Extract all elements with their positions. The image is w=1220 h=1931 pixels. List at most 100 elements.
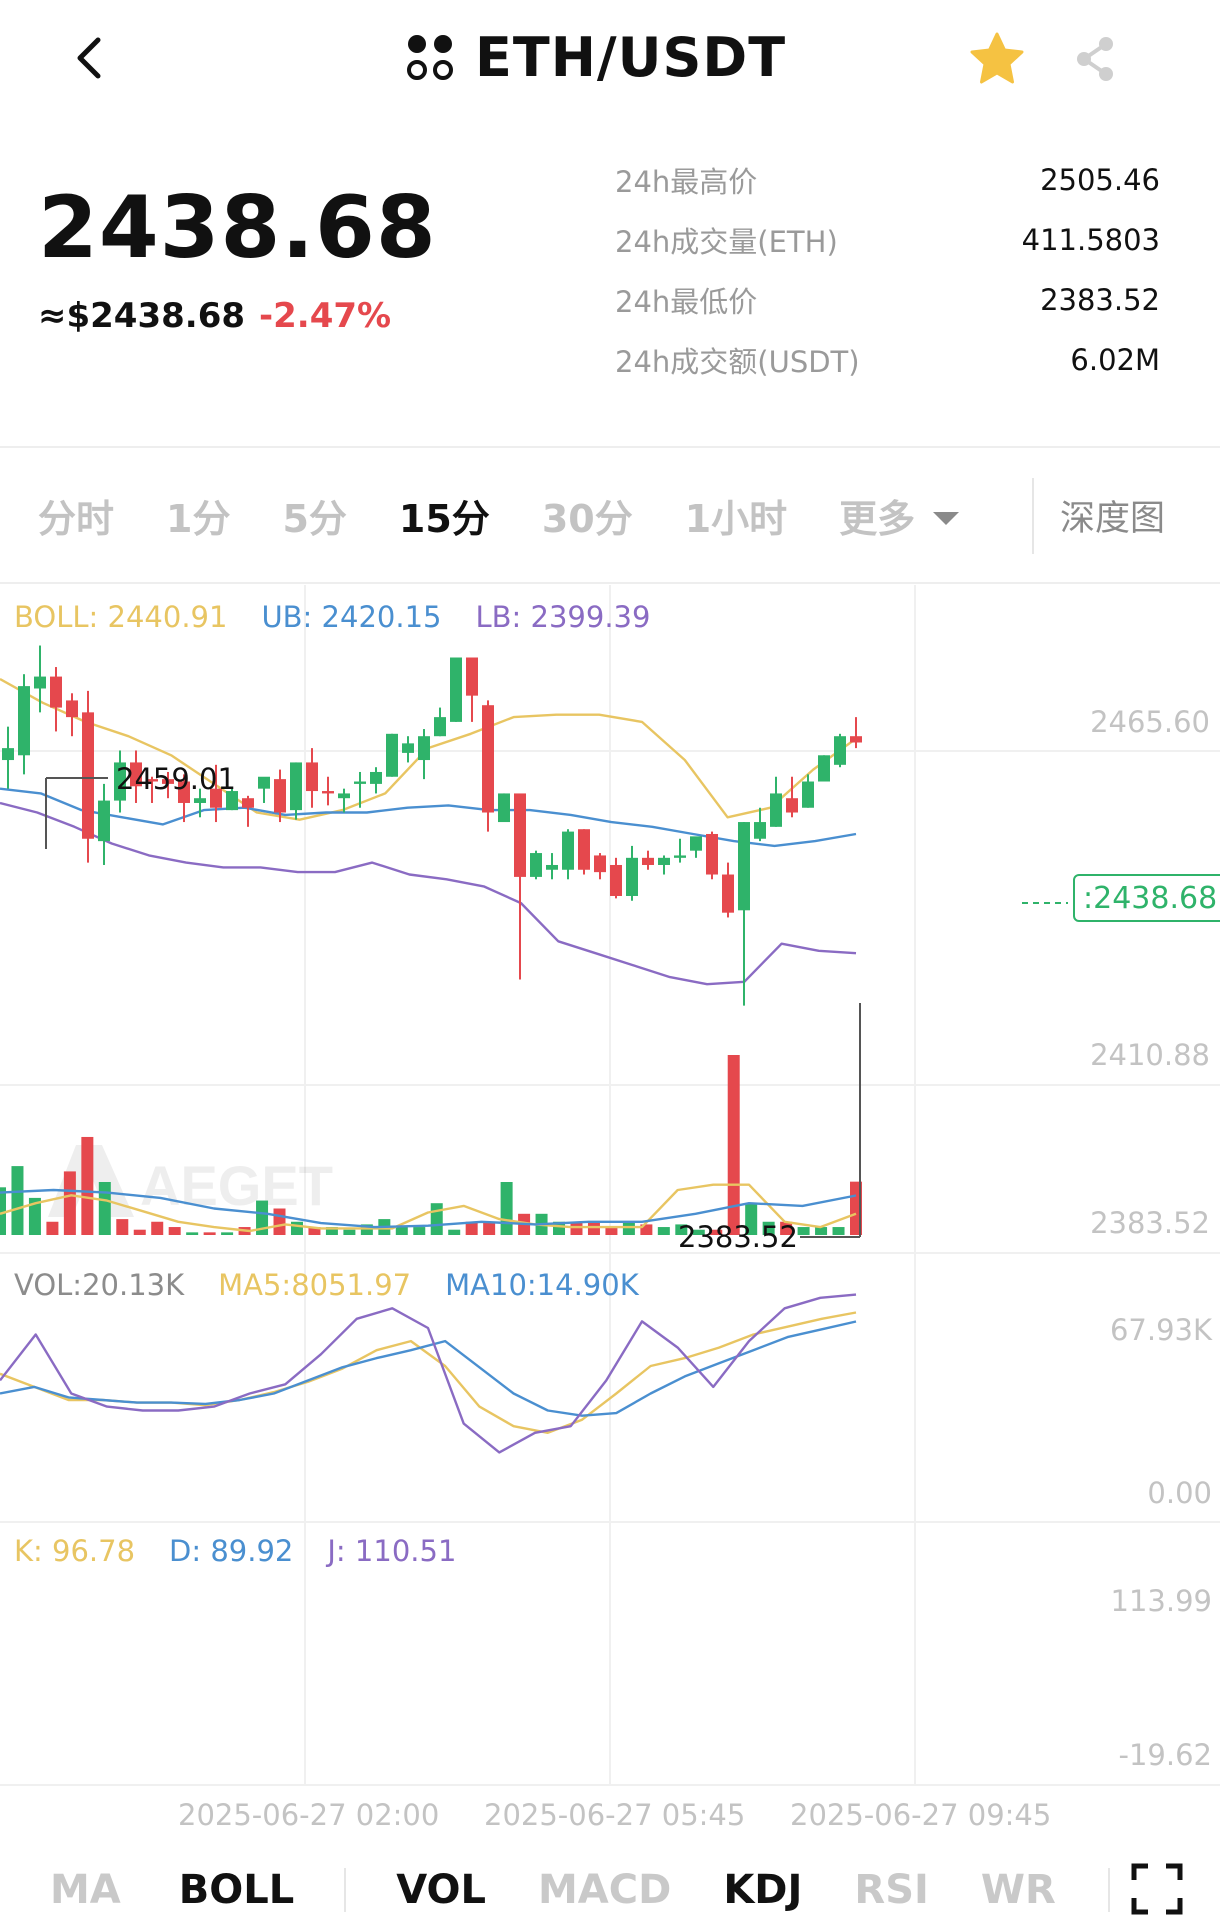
volume-bar — [273, 1208, 286, 1235]
volume-bar — [762, 1221, 775, 1235]
tab-30m[interactable]: 30分 — [541, 496, 633, 541]
stat-high: 24h最高价 2505.46 — [615, 150, 1160, 210]
stat-value: 2383.52 — [1040, 283, 1160, 317]
j-value: J: 110.51 — [327, 1534, 457, 1568]
stat-value: 6.02M — [1070, 343, 1160, 377]
price-tick-top: 2465.60 — [1090, 705, 1210, 739]
fullscreen-icon — [1131, 1863, 1183, 1915]
volume-bar — [221, 1232, 234, 1235]
candle-body — [2, 748, 14, 761]
candle-body — [834, 736, 846, 765]
tab-1h[interactable]: 1小时 — [684, 496, 788, 541]
candle-body — [146, 779, 158, 782]
candle-body — [290, 762, 302, 811]
volume-bar — [727, 1055, 740, 1235]
volume-bar — [797, 1227, 810, 1235]
kdj-lines — [0, 1293, 857, 1454]
tab-5m[interactable]: 5分 — [282, 496, 347, 541]
vol-ma5-line — [0, 1183, 857, 1233]
volume-bar — [308, 1227, 321, 1235]
candle-body — [210, 788, 222, 808]
indicator-ma[interactable]: MA — [50, 1867, 121, 1913]
volume-bar — [63, 1171, 76, 1235]
volume-bar — [256, 1200, 269, 1235]
high-label: 2459.01 — [116, 762, 236, 796]
chart-grid — [0, 585, 1220, 1786]
volume-bar — [587, 1221, 600, 1235]
caret-down-icon — [933, 511, 960, 525]
low-label: 2383.52 — [678, 1220, 798, 1254]
kdj-tick-low: -19.62 — [1118, 1738, 1213, 1772]
stat-turnover: 24h成交额(USDT) 6.02M — [615, 330, 1160, 390]
volume-bar — [780, 1221, 793, 1235]
tab-more[interactable]: 更多 — [839, 488, 960, 543]
candle-body — [354, 781, 366, 784]
candle-body — [434, 717, 446, 737]
volume-bar — [360, 1224, 373, 1235]
candle-body — [338, 793, 350, 799]
tab-more-label: 更多 — [839, 496, 916, 541]
candle-body — [162, 779, 174, 784]
vol-ma10-line — [0, 1188, 857, 1229]
tab-depth-chart[interactable]: 深度图 — [1060, 499, 1166, 539]
fullscreen-button[interactable] — [1130, 1862, 1184, 1916]
vol-tick-zero: 0.00 — [1147, 1476, 1212, 1510]
candle-body — [450, 657, 462, 722]
share-button[interactable] — [1070, 34, 1120, 84]
interval-tabs: 分时 1分 5分 15分 30分 1小时 更多 — [38, 485, 960, 545]
indicator-rsi[interactable]: RSI — [854, 1867, 929, 1913]
indicator-wr[interactable]: WR — [980, 1867, 1056, 1913]
kline-chart[interactable]: AEGET 2459.01 2383.52 — [0, 585, 1220, 1845]
candle-body — [482, 705, 494, 813]
ma10-value: MA10:14.90K — [445, 1268, 639, 1302]
volume-bar — [203, 1232, 216, 1235]
tab-15m[interactable]: 15分 — [398, 496, 490, 541]
d-value: D: 89.92 — [169, 1534, 294, 1568]
volume-bar — [81, 1136, 94, 1235]
candle-body — [850, 736, 862, 743]
vol-tick-top: 67.93K — [1109, 1313, 1212, 1347]
candle-body — [370, 771, 382, 784]
candle-body — [594, 855, 606, 873]
candle-body — [258, 776, 270, 789]
boll-lower-line — [0, 801, 857, 986]
volume-bar — [622, 1221, 635, 1235]
tab-timeline[interactable]: 分时 — [38, 496, 115, 541]
favorite-button[interactable] — [968, 30, 1026, 88]
volume-bar — [168, 1227, 181, 1235]
candle-body — [626, 857, 638, 896]
indicator-kdj[interactable]: KDJ — [723, 1867, 803, 1913]
lb-value: LB: 2399.39 — [475, 600, 651, 634]
candle-body — [418, 736, 430, 761]
indicator-vol[interactable]: VOL — [396, 1867, 486, 1913]
indicator-bar: MA BOLL VOL MACD KDJ RSI WR — [50, 1860, 1110, 1920]
price-tick-low: 2383.52 — [1090, 1206, 1210, 1240]
volume-bar — [28, 1197, 41, 1235]
volume-bar — [290, 1221, 303, 1235]
tab-1m[interactable]: 1分 — [166, 496, 231, 541]
candle-body — [690, 836, 702, 851]
back-button[interactable] — [60, 28, 120, 88]
candles — [2, 645, 862, 1006]
candle-body — [706, 833, 718, 875]
vol-legend: VOL:20.13K MA5:8051.97 MA10:14.90K — [14, 1268, 639, 1302]
candle-body — [786, 798, 798, 813]
boll-legend: BOLL: 2440.91 UB: 2420.15 LB: 2399.39 — [14, 600, 650, 634]
volume-bar — [832, 1227, 845, 1235]
volume-bar — [395, 1227, 408, 1235]
indicator-macd[interactable]: MACD — [537, 1867, 672, 1913]
indicator-boll[interactable]: BOLL — [178, 1867, 295, 1913]
grid-dots-icon — [407, 35, 453, 80]
volume-bar — [46, 1221, 59, 1235]
stat-value: 2505.46 — [1040, 163, 1160, 197]
tabs-divider — [1032, 478, 1034, 554]
indicator-divider — [344, 1868, 347, 1912]
stat-label: 24h最高价 — [615, 165, 758, 199]
vol-value: VOL:20.13K — [14, 1268, 185, 1302]
price-change: -2.47% — [259, 296, 392, 336]
candle-body — [802, 781, 814, 808]
volume-bar — [325, 1227, 338, 1235]
volume-bar — [11, 1166, 24, 1235]
pair-selector[interactable]: ETH/USDT — [405, 22, 786, 92]
high-annotation: 2459.01 — [45, 762, 236, 849]
